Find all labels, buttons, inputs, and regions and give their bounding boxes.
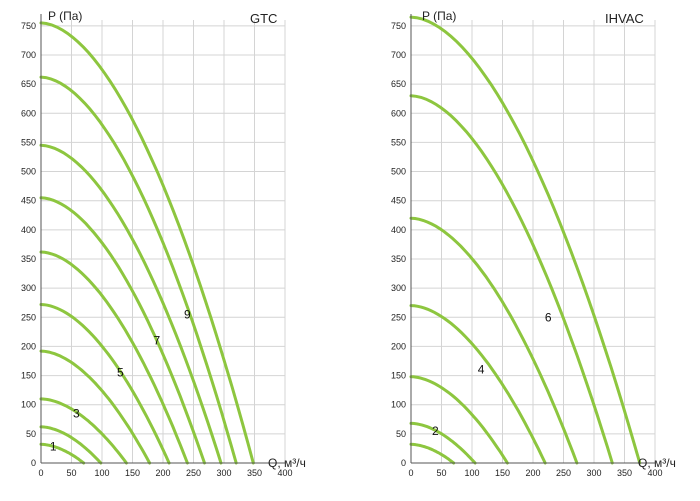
gtc-y-axis-label: P (Па) — [48, 9, 82, 23]
gtc-curve-4 — [39, 349, 152, 465]
gtc-curve-8 — [39, 143, 223, 465]
ihvac-y-tick-label: 700 — [391, 50, 406, 60]
ihvac-x-axis-label: Q, м³/ч — [638, 456, 676, 470]
gtc-chart: 0 50 100 150 200 250 300 350 400 0 50 100 150 200 250 3… — [21, 9, 306, 478]
gtc-x-tick-label: 50 — [66, 468, 76, 478]
ihvac-x-tick-label: 200 — [525, 468, 540, 478]
ihvac-y-tick-label: 50 — [396, 429, 406, 439]
gtc-y-tick-label: 150 — [21, 371, 36, 381]
gtc-curve-label-7: 7 — [154, 334, 161, 348]
gtc-y-tick-label: 350 — [21, 254, 36, 264]
gtc-x-tick-label: 400 — [277, 468, 292, 478]
gtc-curve-10 — [39, 21, 255, 465]
ihvac-chart: 0 50 100 150 200 250 300 350 400 0 50 100 150 200 250 3… — [391, 9, 676, 478]
ihvac-y-tick-label: 400 — [391, 225, 406, 235]
gtc-x-tick-label: 150 — [125, 468, 140, 478]
ihvac-y-tick-label: 100 — [391, 400, 406, 410]
ihvac-x-tick-label: 350 — [617, 468, 632, 478]
gtc-y-tick-label: 50 — [26, 429, 36, 439]
gtc-x-tick-label: 0 — [38, 468, 43, 478]
ihvac-y-tick-label: 0 — [401, 458, 406, 468]
gtc-curve-label-3: 3 — [73, 406, 80, 420]
gtc-curve-label-9: 9 — [184, 307, 191, 321]
gtc-y-tick-label: 450 — [21, 196, 36, 206]
gtc-curve-5 — [39, 303, 171, 465]
ihvac-y-tick-label: 200 — [391, 341, 406, 351]
ihvac-y-tick-label: 450 — [391, 196, 406, 206]
gtc-x-tick-label: 100 — [94, 468, 109, 478]
gtc-y-tick-label: 550 — [21, 137, 36, 147]
gtc-y-tick-label: 100 — [21, 400, 36, 410]
ihvac-curve-1 — [409, 442, 456, 465]
gtc-chart-title: GTC — [250, 11, 277, 26]
ihvac-x-tick-label: 50 — [436, 468, 446, 478]
ihvac-x-tick-label: 400 — [647, 468, 662, 478]
ihvac-curve-3 — [409, 375, 509, 465]
gtc-y-tick-label: 600 — [21, 108, 36, 118]
gtc-curve-label-1: 1 — [50, 440, 57, 454]
gtc-curve-1 — [39, 442, 86, 465]
ihvac-y-tick-label: 300 — [391, 283, 406, 293]
gtc-curve-label-5: 5 — [117, 366, 124, 380]
ihvac-x-tick-label: 150 — [495, 468, 510, 478]
ihvac-curve-label-6: 6 — [545, 310, 552, 324]
ihvac-curve-4 — [409, 304, 547, 465]
gtc-x-tick-label: 250 — [186, 468, 201, 478]
gtc-curve-6 — [39, 250, 189, 465]
ihvac-chart-title: IHVAC — [605, 11, 644, 26]
gtc-y-tick-label: 300 — [21, 283, 36, 293]
ihvac-y-tick-label: 250 — [391, 312, 406, 322]
gtc-y-tick-label: 700 — [21, 50, 36, 60]
gtc-y-tick-label: 0 — [31, 458, 36, 468]
gtc-y-tick-label: 200 — [21, 341, 36, 351]
ihvac-y-tick-label: 600 — [391, 108, 406, 118]
ihvac-x-tick-label: 100 — [464, 468, 479, 478]
gtc-curve-7 — [39, 196, 206, 465]
gtc-curve-3 — [39, 397, 128, 465]
ihvac-curve-7 — [409, 15, 642, 465]
ihvac-curve-label-2: 2 — [432, 424, 439, 438]
ihvac-y-tick-label: 500 — [391, 167, 406, 177]
gtc-y-tick-label: 500 — [21, 167, 36, 177]
ihvac-x-tick-label: 0 — [408, 468, 413, 478]
ihvac-curve-label-4: 4 — [478, 363, 485, 377]
ihvac-y-tick-label: 650 — [391, 79, 406, 89]
ihvac-curve-2 — [409, 421, 477, 465]
ihvac-x-tick-label: 250 — [556, 468, 571, 478]
ihvac-x-tick-label: 300 — [586, 468, 601, 478]
gtc-curve-2 — [39, 425, 103, 465]
gtc-y-tick-label: 650 — [21, 79, 36, 89]
gtc-y-tick-label: 400 — [21, 225, 36, 235]
ihvac-curve-5 — [409, 216, 579, 465]
gtc-x-axis-label: Q, м³/ч — [268, 456, 306, 470]
gtc-x-tick-label: 300 — [216, 468, 231, 478]
ihvac-y-axis-label: P (Па) — [422, 9, 456, 23]
gtc-x-tick-label: 200 — [155, 468, 170, 478]
ihvac-y-tick-label: 350 — [391, 254, 406, 264]
ihvac-curve-6 — [409, 94, 614, 465]
gtc-x-tick-label: 350 — [247, 468, 262, 478]
ihvac-y-tick-label: 550 — [391, 137, 406, 147]
ihvac-y-tick-label: 150 — [391, 371, 406, 381]
gtc-curve-9 — [39, 75, 238, 465]
gtc-y-tick-label: 750 — [21, 21, 36, 31]
gtc-y-tick-label: 250 — [21, 312, 36, 322]
ihvac-y-tick-label: 750 — [391, 21, 406, 31]
